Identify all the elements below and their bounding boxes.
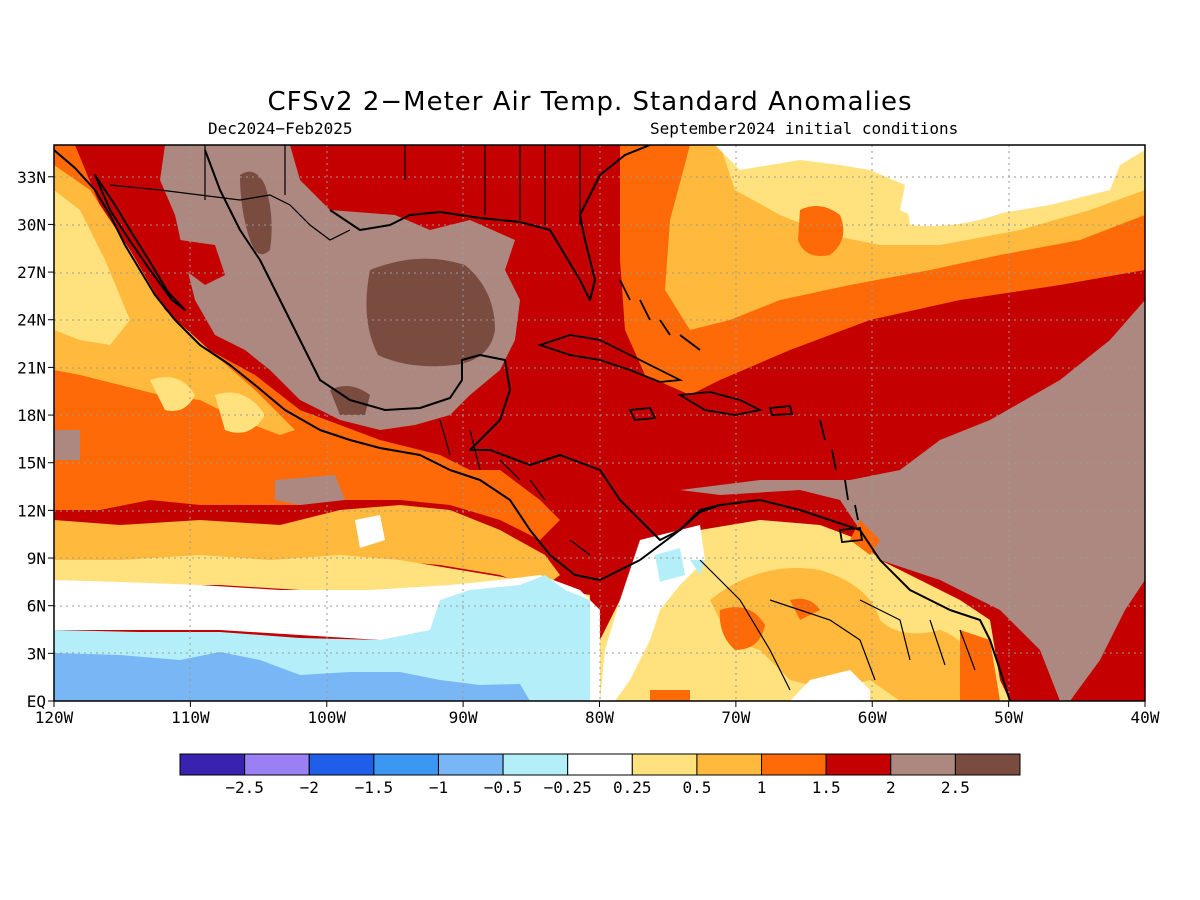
colorbar-label: 2	[886, 778, 896, 797]
colorbar-label: 2.5	[941, 778, 970, 797]
coastlines	[54, 145, 1011, 701]
anomaly-band-pacific-1	[54, 165, 560, 590]
colorbar-label: −1.5	[355, 778, 394, 797]
lon-tick-label: 120W	[35, 708, 74, 727]
borders-south-america	[699, 559, 976, 691]
lat-tick-label: 30N	[17, 215, 46, 234]
lat-tick-label: EQ	[27, 692, 46, 711]
lon-tick-label: 110W	[171, 708, 210, 727]
colorbar-label: −2.5	[225, 778, 264, 797]
anomaly-region-east-atlantic	[680, 300, 1145, 701]
anomaly-core-mexico-north	[240, 171, 272, 255]
lat-tick-label: 24N	[17, 311, 46, 330]
colorbar-swatch	[179, 753, 246, 776]
colorbar-label: 1.5	[812, 778, 841, 797]
colorbar-swatch	[954, 753, 1021, 776]
borders-us-states	[204, 145, 581, 225]
graticule	[54, 145, 1145, 701]
anomaly-band-pacific-0.5-b	[150, 377, 265, 433]
lat-tick-label: 15N	[17, 454, 46, 473]
colorbar-swatch	[567, 753, 633, 776]
lon-tick-label: 50W	[994, 708, 1023, 727]
coast-us-gulf	[329, 145, 651, 301]
colorbar-label: −0.25	[544, 778, 592, 797]
lon-tick-label: 90W	[449, 708, 478, 727]
anomaly-patch-mexico	[180, 240, 225, 285]
lon-tick-label: 60W	[858, 708, 887, 727]
island-hispaniola	[677, 391, 763, 416]
colorbar-swatch	[502, 753, 569, 776]
coast-south-america-north	[639, 499, 1011, 701]
anomaly-band-pacific-0.5	[54, 190, 590, 610]
coast-north-america-pacific	[54, 149, 641, 581]
coast-gulf	[204, 149, 721, 541]
anomaly-band-pacific-cool-0.5	[54, 652, 530, 701]
island-puerto-rico	[768, 405, 794, 416]
colorbar-label: −0.5	[484, 778, 523, 797]
island-trinidad	[838, 527, 864, 543]
colorbar-swatch	[373, 753, 439, 776]
island-jamaica	[628, 407, 657, 421]
initial-conditions: September2024 initial conditions	[650, 119, 958, 138]
latitude-axis: EQ 3N 6N 9N 12N 15N 18N 21N 24N 27N 30N 33N	[17, 168, 54, 711]
caribbean-islands	[537, 279, 864, 543]
lon-tick-label: 80W	[585, 708, 614, 727]
colorbar-swatch	[696, 753, 763, 776]
lon-tick-label: 100W	[307, 708, 346, 727]
lat-tick-label: 12N	[17, 501, 46, 520]
lat-tick-label: 21N	[17, 358, 46, 377]
coast-baja	[94, 174, 186, 311]
anomaly-region-south-america-cool	[655, 548, 705, 582]
lat-tick-label: 27N	[17, 263, 46, 282]
anomaly-band-pacific-1.5	[54, 145, 560, 540]
lat-tick-label: 9N	[27, 549, 46, 568]
colorbar-swatch	[825, 753, 892, 776]
lat-tick-label: 18N	[17, 406, 46, 425]
anomaly-redspot-atlantic	[1070, 580, 1145, 701]
colorbar: −2.5 −2 −1.5 −1 −0.5 −0.25 0.25 0.5 1 1.5 2 2.5	[179, 753, 1021, 797]
anomaly-spot-pacific-white	[355, 515, 385, 548]
anomaly-region-south-america-1.5	[650, 520, 1000, 701]
figure-title: CFSv2 2−Meter Air Temp. Standard Anomali…	[267, 87, 912, 117]
lon-tick-label: 70W	[721, 708, 750, 727]
islands-bahamas	[619, 279, 701, 351]
anomaly-band-atlantic-white-2	[905, 176, 1010, 226]
colorbar-label: −1	[429, 778, 448, 797]
islands-lesser-antilles	[819, 419, 859, 521]
colorbar-swatch	[437, 753, 504, 776]
borders-central-america	[439, 419, 591, 556]
lat-tick-label: 3N	[27, 644, 46, 663]
colorbar-swatch	[308, 753, 375, 776]
colorbar-label: −2	[300, 778, 319, 797]
colorbar-swatch	[890, 753, 956, 776]
colorbar-swatch	[244, 753, 310, 776]
anomaly-spot-pacific	[54, 430, 345, 505]
colorbar-swatch	[631, 753, 698, 776]
lat-tick-label: 6N	[27, 597, 46, 616]
anomaly-core-gulf	[366, 258, 495, 367]
lat-tick-label: 33N	[17, 168, 46, 187]
colorbar-label: 1	[757, 778, 767, 797]
map-panel	[54, 145, 1145, 701]
anomaly-spot-atlantic	[798, 206, 844, 256]
forecast-period: Dec2024−Feb2025	[208, 119, 353, 138]
island-cuba	[537, 334, 684, 383]
colorbar-swatch	[761, 753, 827, 776]
colorbar-label: 0.25	[613, 778, 652, 797]
lon-tick-label: 40W	[1131, 708, 1160, 727]
colorbar-label: 0.5	[682, 778, 711, 797]
longitude-axis: 120W 110W 100W 90W 80W 70W 60W 50W 40W	[35, 701, 1160, 727]
border-us-mexico	[109, 184, 351, 241]
